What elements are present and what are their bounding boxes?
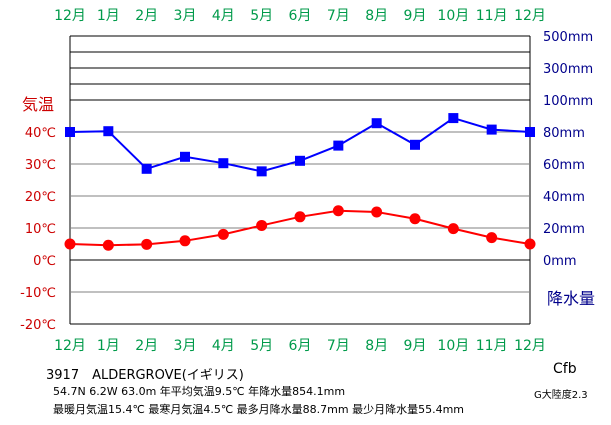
temp-axis-label: 気温 — [22, 95, 54, 114]
month-label-top: 5月 — [250, 8, 273, 24]
month-label-bottom: 11月 — [476, 338, 508, 354]
month-label-top: 11月 — [476, 8, 508, 24]
temp-tick-label: 20℃ — [25, 190, 56, 205]
temp-tick-label: 0℃ — [33, 254, 56, 269]
temperature-point — [447, 223, 459, 235]
temperature-point — [102, 239, 114, 251]
temperature-point — [371, 206, 383, 218]
temperature-point — [64, 238, 76, 250]
temp-tick-label: 30℃ — [25, 158, 56, 173]
month-label-top: 8月 — [365, 8, 388, 24]
month-label-bottom: 4月 — [212, 338, 235, 354]
month-label-bottom: 12月 — [514, 338, 546, 354]
month-label-bottom: 3月 — [174, 338, 197, 354]
precipitation-point — [410, 139, 420, 150]
month-label-top: 12月 — [514, 8, 546, 24]
temperature-point — [179, 235, 191, 247]
precip-tick-label: 40mm — [543, 190, 585, 205]
month-label-bottom: 9月 — [404, 338, 427, 354]
month-label-top: 2月 — [135, 8, 158, 24]
precipitation-point — [333, 140, 344, 151]
precipitation-point — [141, 163, 152, 174]
month-label-top: 9月 — [404, 8, 427, 24]
climate-class: Cfb — [553, 361, 577, 377]
station-name: 3917 ALDERGROVE(イギリス) — [46, 368, 244, 383]
month-label-top: 1月 — [97, 8, 120, 24]
precipitation-point — [218, 158, 229, 169]
month-label-bottom: 12月 — [54, 338, 86, 354]
month-label-top: 3月 — [174, 8, 197, 24]
month-label-top: 6月 — [289, 8, 312, 24]
month-label-bottom: 2月 — [135, 338, 158, 354]
temperature-point — [256, 219, 268, 231]
precip-tick-label: 20mm — [543, 222, 585, 237]
temp-tick-label: 10℃ — [25, 222, 56, 237]
temperature-point — [217, 228, 229, 240]
month-label-top: 12月 — [54, 8, 86, 24]
temperature-point — [409, 213, 421, 225]
temp-tick-label: -10℃ — [20, 286, 56, 301]
precipitation-point — [295, 155, 305, 166]
month-label-bottom: 5月 — [250, 338, 273, 354]
temp-tick-label: 40℃ — [25, 126, 56, 141]
temperature-point — [332, 205, 344, 217]
precip-tick-label: 0mm — [543, 254, 577, 269]
month-label-bottom: 6月 — [289, 338, 312, 354]
precipitation-point — [448, 113, 459, 124]
month-label-bottom: 1月 — [97, 338, 120, 354]
precipitation-point — [103, 126, 114, 137]
precipitation-point — [486, 124, 497, 135]
month-label-bottom: 7月 — [327, 338, 350, 354]
precip-tick-label: 500mm — [543, 30, 593, 45]
month-label-top: 7月 — [327, 8, 350, 24]
precipitation-point — [371, 118, 382, 129]
temperature-point — [141, 238, 153, 250]
precipitation-point — [180, 151, 190, 162]
precip-tick-label: 300mm — [543, 62, 593, 77]
temperature-point — [294, 211, 306, 223]
month-label-bottom: 8月 — [365, 338, 388, 354]
precipitation-point — [525, 127, 535, 137]
month-label-top: 10月 — [437, 8, 469, 24]
precipitation-point — [256, 166, 267, 177]
precipitation-point — [65, 127, 75, 137]
temperature-point — [524, 238, 536, 250]
temp-tick-label: -20℃ — [20, 318, 56, 333]
continentality-credit: G大陸度2.3 — [534, 390, 588, 401]
station-stats-line1: 54.7N 6.2W 63.0m 年平均気温9.5℃ 年降水量854.1mm — [53, 385, 346, 398]
precip-tick-label: 100mm — [543, 94, 593, 109]
precip-tick-label: 80mm — [543, 126, 585, 141]
station-stats-line2: 最暖月気温15.4℃ 最寒月気温4.5℃ 最多月降水量88.7mm 最少月降水量… — [53, 403, 465, 416]
month-label-bottom: 10月 — [437, 338, 469, 354]
temperature-point — [486, 232, 498, 244]
precip-tick-label: 60mm — [543, 158, 585, 173]
precip-axis-label: 降水量 — [547, 289, 595, 308]
month-label-top: 4月 — [212, 8, 235, 24]
